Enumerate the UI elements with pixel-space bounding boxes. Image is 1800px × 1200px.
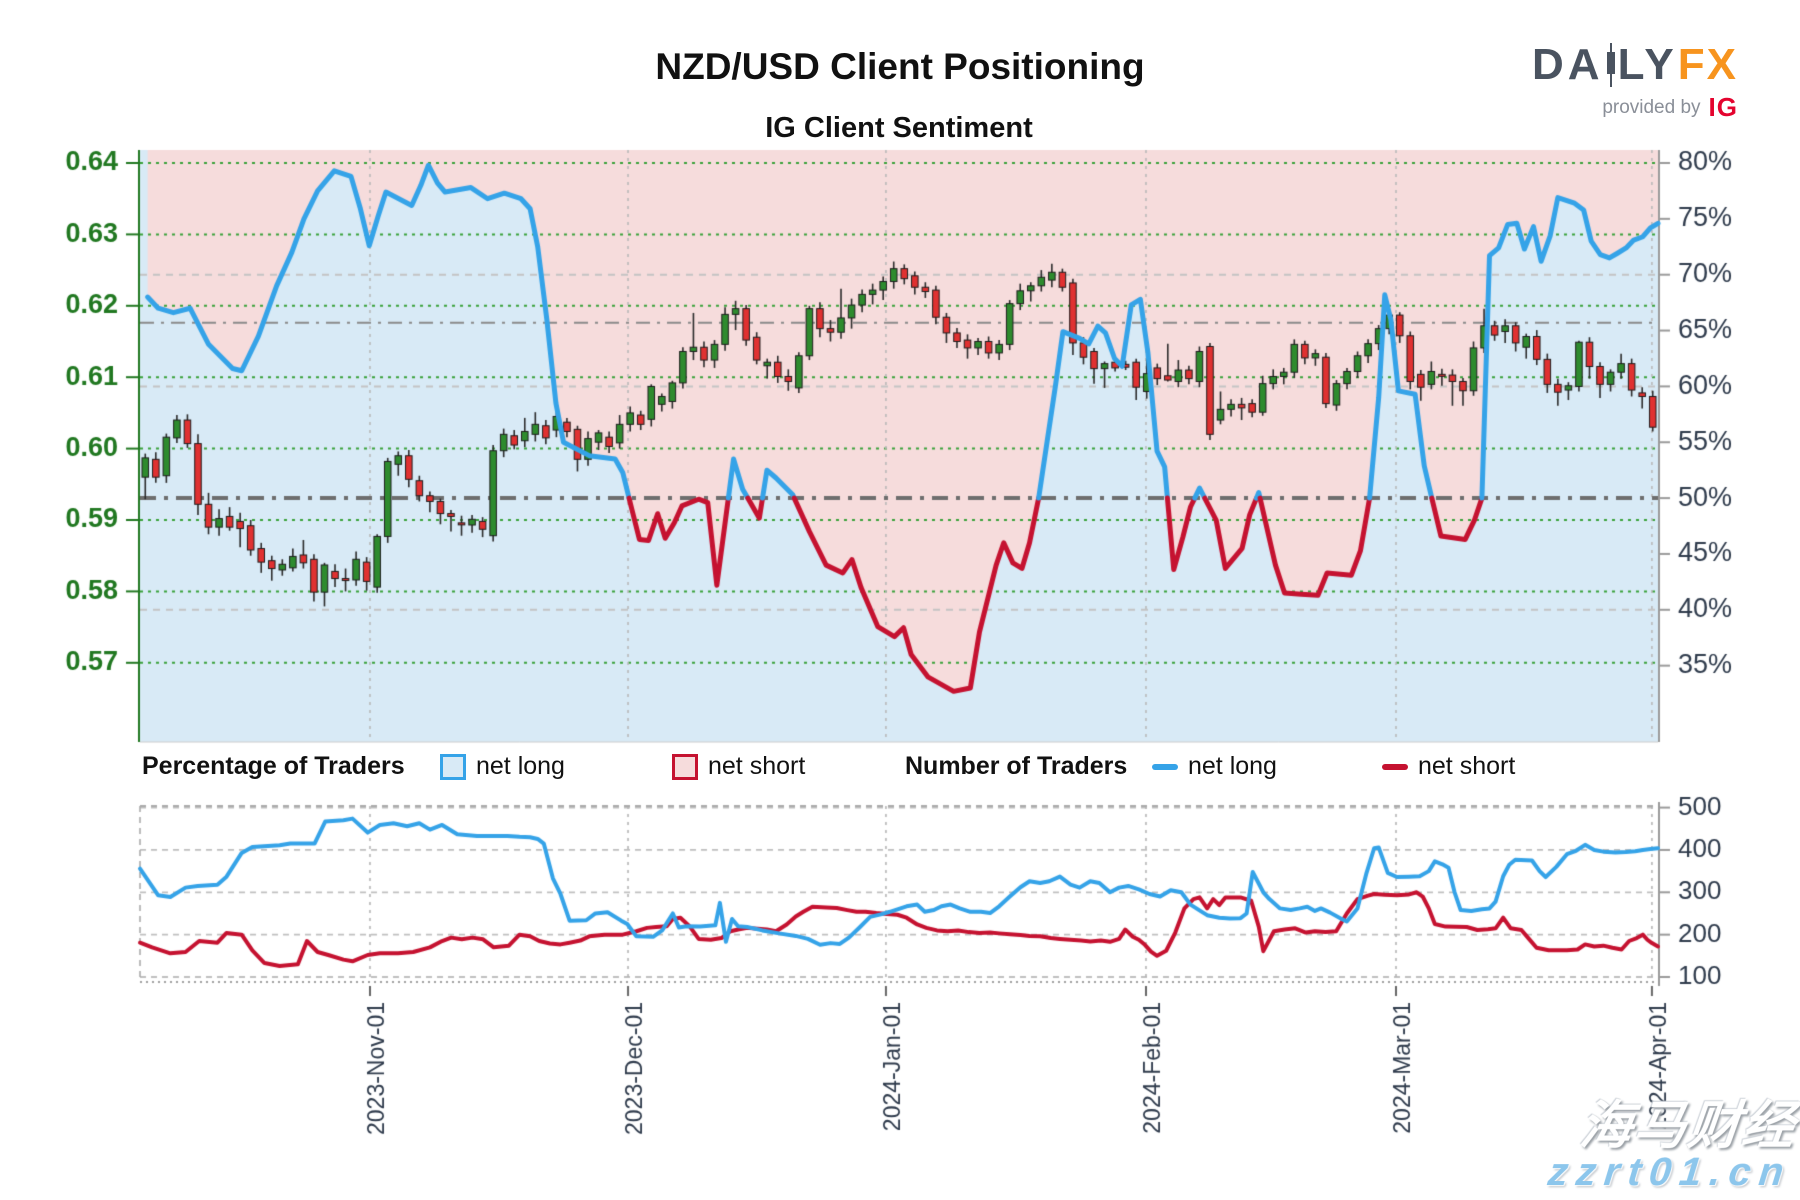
candlestick-icon xyxy=(1606,43,1615,87)
legend-pct-net-short: net short xyxy=(672,752,805,781)
logo-text-fx: FX xyxy=(1677,40,1738,89)
net-long-swatch-icon xyxy=(440,753,466,780)
legend-pct-net-long-label: net long xyxy=(476,752,565,780)
logo-text-da: DA xyxy=(1532,40,1604,89)
dailyfx-logo: DA LY FX provided by IG xyxy=(1532,40,1738,123)
logo-text-ly: LY xyxy=(1617,40,1678,89)
watermark-cn-text: 海马财经 xyxy=(1577,1097,1800,1155)
watermark-url-text: zzrt01.cn xyxy=(1545,1150,1794,1194)
provided-by-label: provided by xyxy=(1602,96,1701,118)
legend-num-net-short: net short xyxy=(1382,752,1515,781)
page-title: NZD/USD Client Positioning xyxy=(655,46,1145,87)
legend-num-net-long: net long xyxy=(1152,752,1277,781)
legend-pct-net-long: net long xyxy=(440,752,565,781)
legend-num-net-short-label: net short xyxy=(1418,752,1516,780)
chart-subtitle: IG Client Sentiment xyxy=(765,112,1033,144)
net-short-line-icon xyxy=(1382,763,1408,770)
chart-legend: Percentage of Traders net long net short… xyxy=(140,752,1660,792)
ig-logo: IG xyxy=(1708,92,1738,122)
legend-percentage-title: Percentage of Traders xyxy=(142,752,405,780)
watermark: 海马财经 zzrt01.cn xyxy=(1545,1097,1800,1194)
legend-number-title: Number of Traders xyxy=(905,752,1128,780)
net-long-line-icon xyxy=(1152,763,1178,770)
legend-num-net-long-label: net long xyxy=(1188,752,1277,780)
net-short-swatch-icon xyxy=(672,753,698,780)
legend-pct-net-short-label: net short xyxy=(708,752,806,780)
